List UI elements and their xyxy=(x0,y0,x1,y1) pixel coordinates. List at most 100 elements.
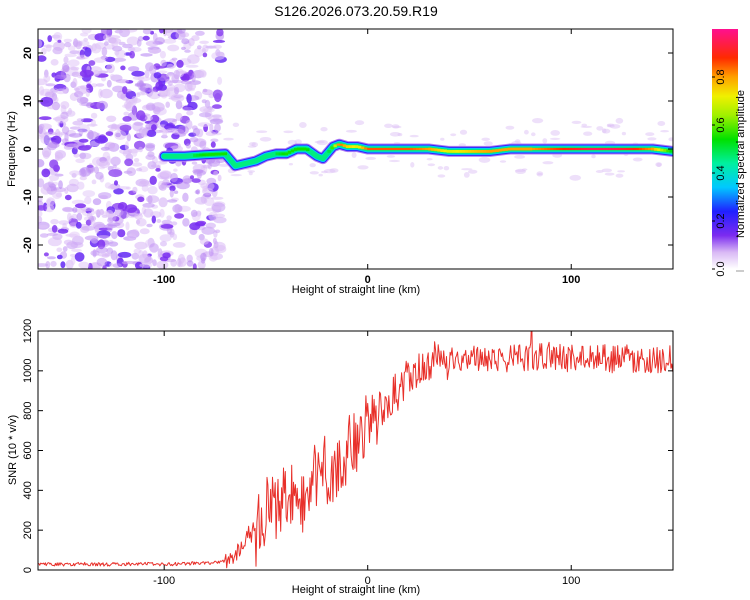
noise-speckle xyxy=(42,44,54,48)
noise-speckle xyxy=(75,85,88,95)
noise-speckle xyxy=(188,38,195,47)
noise-speckle xyxy=(145,40,159,47)
noise-speckle xyxy=(437,174,446,178)
noise-speckle xyxy=(463,172,470,178)
noise-speckle xyxy=(60,101,70,110)
noise-speckle xyxy=(213,240,219,249)
noise-speckle xyxy=(136,91,148,96)
noise-speckle xyxy=(524,129,529,135)
noise-speckle xyxy=(80,118,94,123)
noise-speckle xyxy=(595,170,604,173)
noise-speckle xyxy=(137,76,151,82)
noise-speckle xyxy=(144,69,150,79)
noise-speckle xyxy=(55,192,62,198)
noise-speckle xyxy=(114,180,118,186)
ridge-core xyxy=(657,148,661,152)
noise-speckle xyxy=(202,52,208,58)
ridge-core xyxy=(571,147,576,151)
noise-speckle xyxy=(195,30,205,36)
noise-speckle xyxy=(92,198,102,206)
ridge-core xyxy=(306,148,310,152)
noise-speckle xyxy=(259,137,272,142)
noise-speckle xyxy=(126,167,136,177)
noise-speckle xyxy=(94,226,99,234)
noise-speckle xyxy=(205,222,216,229)
noise-speckle xyxy=(68,133,83,138)
noise-speckle xyxy=(45,261,51,269)
noise-speckle xyxy=(176,181,190,190)
noise-speckle xyxy=(211,51,226,61)
noise-speckle xyxy=(100,29,111,35)
noise-speckle xyxy=(64,194,72,201)
noise-speckle xyxy=(632,157,643,162)
noise-speckle xyxy=(67,45,76,51)
noise-speckle xyxy=(149,65,157,75)
ridge-core xyxy=(303,147,307,151)
noise-speckle xyxy=(38,55,47,62)
noise-speckle xyxy=(84,47,92,57)
noise-speckle xyxy=(288,163,293,166)
noise-speckle xyxy=(158,29,165,34)
noise-speckle xyxy=(47,142,60,149)
noise-speckle xyxy=(74,208,87,214)
noise-speckle xyxy=(90,119,96,127)
ridge-core xyxy=(501,148,505,152)
colorbar-label: Normalized spectral amplitude xyxy=(735,90,747,238)
ridge-core xyxy=(654,148,658,151)
noise-speckle xyxy=(117,251,132,258)
ridge-core xyxy=(220,152,224,156)
noise-speckle xyxy=(134,140,146,150)
ridge-core xyxy=(626,147,630,151)
noise-speckle xyxy=(199,40,210,44)
noise-speckle xyxy=(181,38,190,45)
ridge-core xyxy=(651,147,655,151)
noise-speckle xyxy=(176,258,182,267)
noise-speckle xyxy=(169,189,174,198)
noise-speckle xyxy=(108,241,119,247)
colorbar: 0.0 0.2 0.4 0.6 0.8 Normalized spectral ampl… xyxy=(712,29,747,277)
noise-speckle xyxy=(123,29,138,33)
noise-speckle xyxy=(210,138,219,143)
ridge-core xyxy=(544,147,548,151)
noise-speckle xyxy=(514,155,526,159)
noise-speckle xyxy=(136,167,143,172)
ridge-core xyxy=(525,147,530,151)
noise-speckle xyxy=(427,163,436,167)
ridge-core xyxy=(296,147,301,151)
noise-speckle xyxy=(95,171,104,180)
y-tick-label: 1200 xyxy=(22,319,34,343)
ridge-core xyxy=(400,147,405,151)
noise-speckle xyxy=(156,219,162,223)
noise-speckle xyxy=(157,248,163,258)
noise-speckle xyxy=(39,233,49,238)
noise-speckle xyxy=(107,217,114,224)
noise-speckle xyxy=(69,170,81,176)
noise-speckle xyxy=(96,246,108,254)
noise-speckle xyxy=(158,84,167,91)
ridge-core xyxy=(284,152,289,156)
noise-speckle xyxy=(409,134,419,138)
noise-speckle xyxy=(126,133,131,142)
colorbar-tick-label: 0.6 xyxy=(715,117,727,132)
noise-speckle xyxy=(202,187,214,195)
noise-speckle xyxy=(542,138,548,144)
noise-speckle xyxy=(132,186,138,194)
ridge-core xyxy=(382,147,386,151)
noise-speckle xyxy=(137,196,145,203)
noise-speckle xyxy=(44,204,55,213)
noise-speckle xyxy=(62,222,67,230)
noise-speckle xyxy=(601,168,612,173)
noise-speckle xyxy=(170,172,179,183)
ridge-core xyxy=(577,147,582,151)
noise-speckle xyxy=(41,47,47,55)
noise-speckle xyxy=(212,205,223,210)
ridge-core xyxy=(565,147,569,151)
noise-speckle xyxy=(468,169,478,174)
noise-speckle xyxy=(174,86,180,95)
x-tick-label: -100 xyxy=(153,575,175,587)
noise-speckle xyxy=(51,225,58,233)
noise-speckle xyxy=(50,218,59,225)
noise-speckle xyxy=(56,254,63,260)
noise-speckle xyxy=(189,137,199,143)
ridge-core xyxy=(370,147,374,151)
